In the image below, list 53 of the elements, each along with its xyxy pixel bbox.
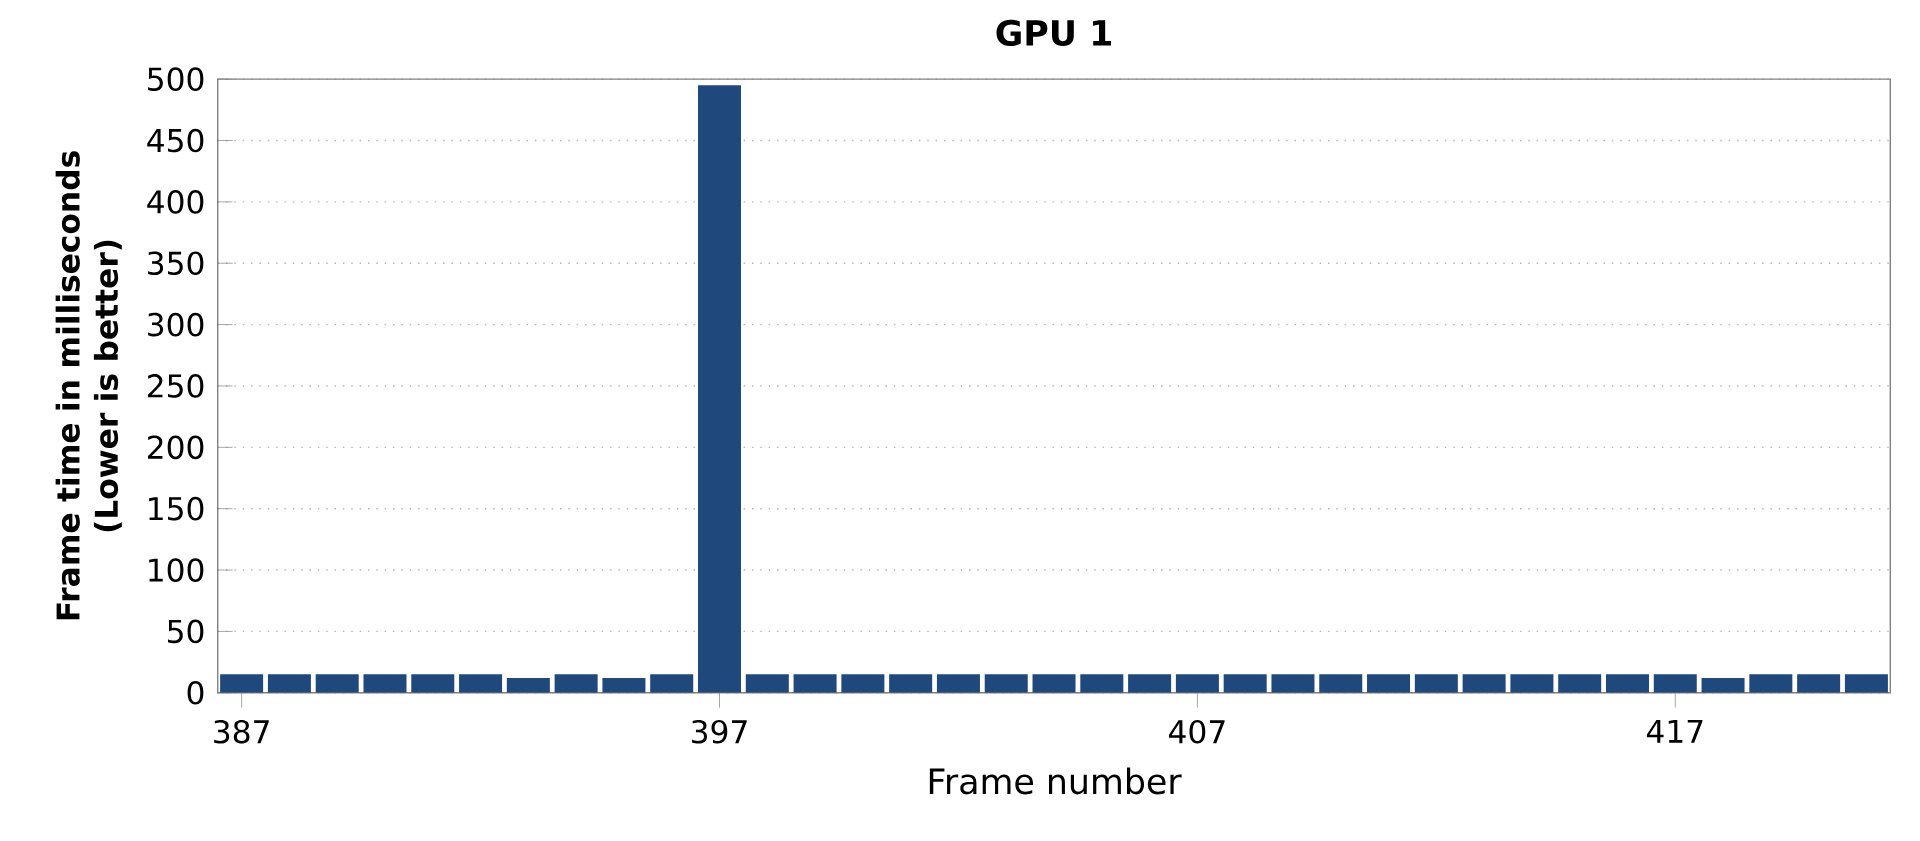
bar <box>554 674 598 693</box>
bar <box>1797 674 1841 693</box>
bar <box>411 674 455 693</box>
bar <box>793 674 837 693</box>
bar <box>1653 674 1697 693</box>
x-tick-label: 397 <box>692 719 747 744</box>
bar <box>506 677 550 693</box>
x-tick-label: 417 <box>1646 719 1703 743</box>
y-tick-label: 500 <box>148 67 204 91</box>
bar <box>1367 674 1411 693</box>
bar <box>1462 674 1506 693</box>
bar <box>1605 674 1649 693</box>
bar <box>1844 674 1888 693</box>
bar <box>1414 674 1458 693</box>
bar <box>1701 677 1745 693</box>
y-tick-label: 100 <box>149 558 204 582</box>
bar <box>1032 674 1076 693</box>
bar <box>1749 674 1793 693</box>
y-tick-label: 400 <box>147 189 204 214</box>
bar <box>602 677 646 693</box>
bar <box>459 674 503 693</box>
y-tick-label: 200 <box>147 435 204 460</box>
bar <box>698 85 742 693</box>
bar <box>1223 674 1267 693</box>
chart-title: GPU 1 <box>996 19 1111 46</box>
y-axis-title: Frame time in milliseconds (Lower is better) <box>55 151 122 620</box>
bar <box>841 674 885 693</box>
bar <box>315 674 359 693</box>
bar <box>1558 674 1602 693</box>
bar <box>1175 674 1219 693</box>
bar <box>1271 674 1315 693</box>
bar <box>1510 674 1554 693</box>
bar <box>650 674 694 693</box>
bar <box>984 674 1028 693</box>
bar <box>745 674 789 693</box>
bar <box>936 674 980 693</box>
y-tick-label: 0 <box>187 680 204 705</box>
y-tick-label: 350 <box>148 251 204 275</box>
bar <box>220 674 264 693</box>
x-axis-title: Frame number <box>929 767 1182 795</box>
x-tick-label: 387 <box>214 719 269 744</box>
y-tick-label: 450 <box>147 128 204 153</box>
x-tick-label: 407 <box>1169 719 1225 744</box>
bar <box>1080 674 1124 693</box>
bar <box>1319 674 1363 693</box>
y-tick-label: 300 <box>148 312 204 337</box>
y-tick-label: 250 <box>147 374 204 398</box>
bar <box>889 674 933 693</box>
y-tick-label: 50 <box>168 619 204 644</box>
bar <box>267 674 311 693</box>
bar <box>1128 674 1172 693</box>
y-tick-label: 150 <box>149 496 204 521</box>
bar <box>363 674 407 693</box>
